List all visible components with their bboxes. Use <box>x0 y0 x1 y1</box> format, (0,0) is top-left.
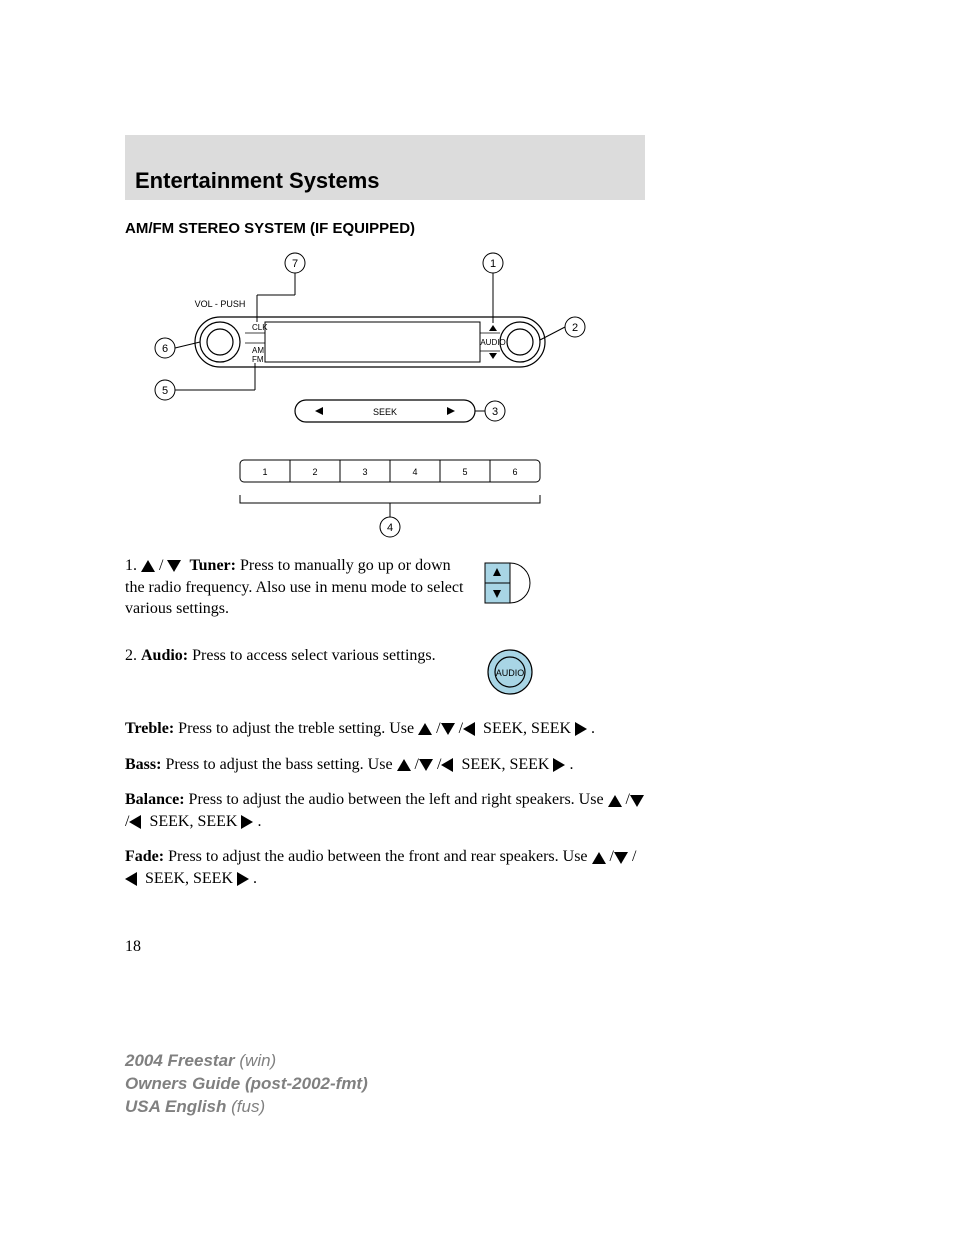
bass-para: Bass: Press to adjust the bass setting. … <box>125 754 645 776</box>
seek-text: SEEK, <box>483 720 527 737</box>
footer-guide: Owners Guide (post-2002-fmt) <box>125 1073 368 1096</box>
left-icon <box>129 815 141 829</box>
am-label: AM <box>252 346 264 355</box>
up-icon <box>608 795 622 807</box>
tuner-figure <box>480 558 560 613</box>
right-icon <box>237 872 249 886</box>
right-icon <box>553 758 565 772</box>
balance-para: Balance: Press to adjust the audio betwe… <box>125 789 645 832</box>
treble-label: Treble: <box>125 720 174 737</box>
preset-6: 6 <box>512 467 517 477</box>
balance-text: Press to adjust the audio between the le… <box>189 791 604 808</box>
item-tuner: 1. / Tuner: Press to manually go up or d… <box>125 555 465 620</box>
treble-para: Treble: Press to adjust the treble setti… <box>125 718 645 740</box>
down-icon <box>630 795 644 807</box>
settings-block: Treble: Press to adjust the treble setti… <box>125 718 645 904</box>
preset-4: 4 <box>412 467 417 477</box>
footer-win: (win) <box>239 1051 276 1070</box>
seek-text: SEEK, SEEK <box>145 870 233 887</box>
page-title: Entertainment Systems <box>135 168 380 194</box>
preset-3: 3 <box>362 467 367 477</box>
preset-1: 1 <box>262 467 267 477</box>
balance-label: Balance: <box>125 791 185 808</box>
callout-5: 5 <box>162 385 168 397</box>
audio-label: AUDIO <box>480 338 505 347</box>
right-icon <box>241 815 253 829</box>
callout-6: 6 <box>162 343 168 355</box>
left-icon <box>463 722 475 736</box>
vol-push-label: VOL - PUSH <box>195 299 246 309</box>
callout-2: 2 <box>572 322 578 334</box>
treble-text: Press to adjust the treble setting. Use <box>178 720 414 737</box>
callout-7: 7 <box>292 258 298 270</box>
page-number: 18 <box>125 938 141 956</box>
section-heading: AM/FM STEREO SYSTEM (IF EQUIPPED) <box>125 220 415 237</box>
tuner-label: Tuner: <box>189 557 236 574</box>
audio-knob-label: AUDIO <box>496 668 525 678</box>
stereo-diagram: VOL - PUSH CLK AM FM AUDIO SEEK 1 2 3 4 … <box>125 245 645 545</box>
callout-4: 4 <box>387 522 393 534</box>
preset-5: 5 <box>462 467 467 477</box>
footer-fus: (fus) <box>231 1097 265 1116</box>
item-num: 2. <box>125 647 137 664</box>
audio-figure: AUDIO <box>480 645 550 700</box>
bass-text: Press to adjust the bass setting. Use <box>165 756 392 773</box>
period: . <box>569 756 573 773</box>
down-icon <box>614 852 628 864</box>
up-icon <box>418 723 432 735</box>
seek-text2: SEEK <box>509 756 549 773</box>
audio-label: Audio: <box>141 647 188 664</box>
header-band: Entertainment Systems <box>125 135 645 200</box>
footer-model: 2004 Freestar <box>125 1051 235 1070</box>
callout-1: 1 <box>490 258 496 270</box>
item-num: 1. <box>125 557 137 574</box>
down-icon <box>441 723 455 735</box>
right-icon <box>575 722 587 736</box>
fade-text: Press to adjust the audio between the fr… <box>168 848 587 865</box>
period: . <box>257 813 261 830</box>
fade-label: Fade: <box>125 848 164 865</box>
item-audio: 2. Audio: Press to access select various… <box>125 645 465 667</box>
audio-text: Press to access select various settings. <box>192 647 436 664</box>
footer-block: 2004 Freestar (win) Owners Guide (post-2… <box>125 1050 368 1119</box>
period: . <box>591 720 595 737</box>
preset-2: 2 <box>312 467 317 477</box>
down-icon <box>167 560 181 572</box>
fm-label: FM <box>252 355 264 364</box>
up-icon <box>592 852 606 864</box>
callout-3: 3 <box>492 406 498 418</box>
left-icon <box>125 872 137 886</box>
left-icon <box>441 758 453 772</box>
up-icon <box>141 560 155 572</box>
up-icon <box>397 759 411 771</box>
period: . <box>253 870 257 887</box>
seek-label: SEEK <box>373 407 397 417</box>
footer-lang: USA English <box>125 1097 226 1116</box>
seek-text: SEEK, <box>461 756 505 773</box>
seek-text2: SEEK <box>531 720 571 737</box>
fade-para: Fade: Press to adjust the audio between … <box>125 846 645 889</box>
down-icon <box>419 759 433 771</box>
bass-label: Bass: <box>125 756 161 773</box>
seek-text: SEEK, SEEK <box>149 813 237 830</box>
clk-label: CLK <box>252 323 268 332</box>
